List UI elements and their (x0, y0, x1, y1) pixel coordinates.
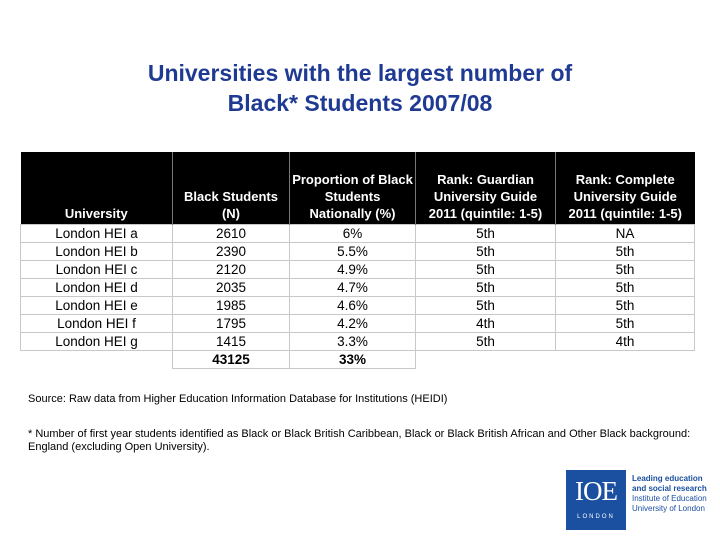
cell-university: London HEI e (20, 295, 173, 315)
cell-university: London HEI f (20, 313, 173, 333)
header-university: University (20, 152, 173, 224)
logo-text: Leading education and social research In… (632, 474, 714, 514)
cell-total-empty (21, 350, 173, 368)
logo-sub: LONDON (577, 514, 615, 520)
table-row: London HEI b 2390 5.5% 5th 5th (20, 241, 695, 261)
slide-title: Universities with the largest number of … (40, 58, 680, 118)
table-row: London HEI d 2035 4.7% 5th 5th (20, 277, 695, 297)
cell-rank-guardian: 5th (415, 259, 556, 279)
header-black-students: Black Students (N) (172, 152, 290, 224)
cell-proportion: 4.9% (289, 259, 416, 279)
cell-rank-complete: 5th (555, 295, 695, 315)
source-note: Source: Raw data from Higher Education I… (28, 393, 448, 405)
logo-mark: IOE LONDON (566, 470, 626, 530)
table-total-row: 43125 33% (21, 349, 695, 369)
cell-proportion: 3.3% (289, 331, 416, 351)
footnote: * Number of first year students identifi… (28, 428, 691, 453)
cell-rank-complete: 4th (555, 331, 695, 351)
header-rank-guardian: Rank: Guardian University Guide 2011 (qu… (415, 152, 556, 224)
cell-total-empty (556, 350, 695, 368)
cell-rank-guardian: 5th (415, 331, 556, 351)
cell-rank-complete: 5th (555, 313, 695, 333)
table-row: London HEI f 1795 4.2% 4th 5th (20, 313, 695, 333)
cell-total-proportion: 33% (289, 349, 416, 369)
cell-total-empty (416, 350, 556, 368)
cell-proportion: 4.2% (289, 313, 416, 333)
table-row: London HEI a 2610 6% 5th NA (20, 223, 695, 243)
table-row: London HEI c 2120 4.9% 5th 5th (20, 259, 695, 279)
cell-rank-complete: NA (555, 223, 695, 243)
universities-table: University Black Students (N) Proportion… (20, 152, 695, 369)
cell-rank-guardian: 5th (415, 223, 556, 243)
cell-black-students: 2390 (172, 241, 290, 261)
cell-rank-guardian: 5th (415, 295, 556, 315)
title-line-2: Black* Students 2007/08 (227, 90, 493, 116)
cell-proportion: 5.5% (289, 241, 416, 261)
cell-black-students: 2035 (172, 277, 290, 297)
cell-university: London HEI c (20, 259, 173, 279)
cell-black-students: 1985 (172, 295, 290, 315)
cell-black-students: 1795 (172, 313, 290, 333)
table-row: London HEI g 1415 3.3% 5th 4th (20, 331, 695, 351)
cell-proportion: 4.7% (289, 277, 416, 297)
ioe-logo: IOE LONDON Leading education and social … (566, 470, 711, 530)
cell-black-students: 1415 (172, 331, 290, 351)
cell-black-students: 2120 (172, 259, 290, 279)
cell-rank-guardian: 4th (415, 313, 556, 333)
cell-university: London HEI d (20, 277, 173, 297)
cell-total-students: 43125 (172, 349, 290, 369)
cell-university: London HEI g (20, 331, 173, 351)
header-proportion: Proportion of Black Students Nationally … (289, 152, 416, 224)
cell-proportion: 6% (289, 223, 416, 243)
cell-rank-complete: 5th (555, 241, 695, 261)
logo-line-4: University of London (632, 504, 705, 513)
cell-black-students: 2610 (172, 223, 290, 243)
table-row: London HEI e 1985 4.6% 5th 5th (20, 295, 695, 315)
cell-university: London HEI b (20, 241, 173, 261)
logo-line-1: Leading education (632, 474, 703, 483)
table-body: London HEI a 2610 6% 5th NA London HEI b… (20, 223, 695, 369)
cell-rank-guardian: 5th (415, 277, 556, 297)
logo-line-3: Institute of Education (632, 494, 707, 503)
header-rank-complete: Rank: Complete University Guide 2011 (qu… (555, 152, 695, 224)
cell-proportion: 4.6% (289, 295, 416, 315)
cell-rank-complete: 5th (555, 259, 695, 279)
table-header-row: University Black Students (N) Proportion… (20, 152, 695, 224)
title-line-1: Universities with the largest number of (147, 60, 573, 86)
logo-letters: IOE (575, 476, 618, 506)
cell-rank-guardian: 5th (415, 241, 556, 261)
cell-rank-complete: 5th (555, 277, 695, 297)
logo-line-2: and social research (632, 484, 707, 493)
cell-university: London HEI a (20, 223, 173, 243)
